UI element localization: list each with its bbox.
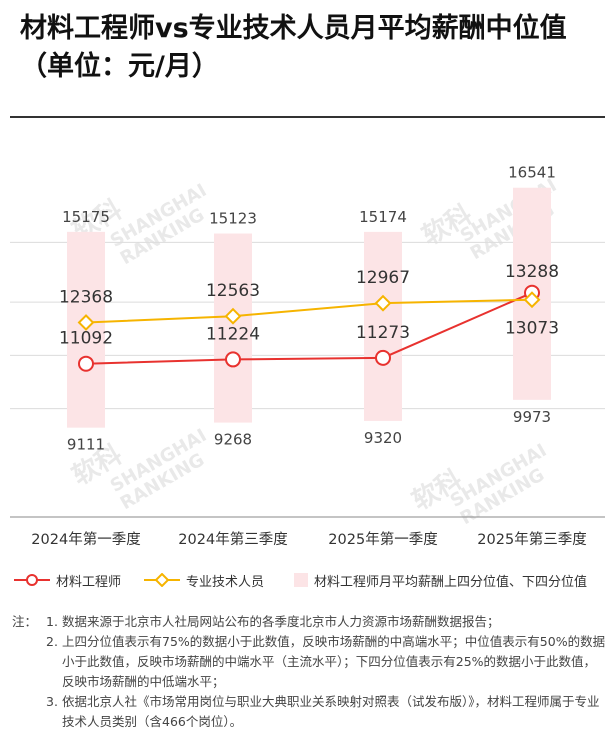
data-point [374,294,392,312]
data-label: 13288 [505,262,559,282]
footnote-item: 依据北京人社《市场常用岗位与职业大典职业关系映射对照表（试发布版）》，材料工程师… [46,692,600,729]
x-tick-label: 2024年第一季度 [31,530,140,548]
upper-quartile-label: 15175 [62,208,110,226]
data-label: 12967 [356,268,410,288]
data-label: 11273 [356,323,410,343]
legend-swatch-range [294,573,308,587]
data-point [77,314,95,331]
legend-item-s1: 材料工程师 [14,568,121,592]
legend-item-s2: 专业技术人员 [144,568,264,592]
legend-label-s1: 材料工程师 [56,574,122,590]
legend-label-s2: 专业技术人员 [186,574,265,590]
footnotes: 注： 数据来源于北京市人社局网站公布的各季度北京市人力资源市场薪酬数据报告； 上… [12,612,607,732]
title-divider [10,116,605,118]
data-label: 11092 [59,329,113,349]
legend-item-range: 材料工程师月平均薪酬上四分位值、下四分位值 [294,568,587,592]
line-chart: 15175 9111 15123 9268 15174 9320 16541 9973 1109… [10,164,605,548]
upper-quartile-label: 15123 [209,210,257,228]
data-label: 12368 [59,287,113,307]
series-line-1 [85,291,533,365]
data-point [523,291,541,309]
data-label: 12563 [206,281,260,301]
footnote-list: 数据来源于北京市人社局网站公布的各季度北京市人力资源市场薪酬数据报告； 上四分位… [12,612,607,732]
lower-quartile-label: 9973 [513,408,551,426]
data-point [375,349,391,366]
data-point [224,307,242,325]
lower-quartile-label: 9268 [214,431,252,449]
legend-marker-diamond-icon [144,573,180,587]
legend: 材料工程师 专业技术人员 材料工程师月平均薪酬上四分位值、下四分位值 [14,568,609,592]
upper-quartile-label: 16541 [508,164,556,182]
legend-marker-circle-icon [14,574,50,586]
x-tick-label: 2025年第一季度 [328,530,437,548]
quartile-range-bar [364,231,402,421]
quartile-range-bar [214,233,252,423]
data-label: 11224 [206,324,260,344]
footnote-lead: 注： [12,614,38,629]
x-tick-label: 2025年第三季度 [477,530,586,548]
footnote-item: 数据来源于北京市人社局网站公布的各季度北京市人力资源市场薪酬数据报告； [46,612,500,632]
chart-title: 材料工程师vs专业技术人员月平均薪酬中位值（单位：元/月） [20,13,567,82]
data-label: 13073 [505,319,559,339]
upper-quartile-label: 15174 [359,208,407,226]
series-line-2 [85,298,533,324]
lower-quartile-label: 9111 [67,436,105,454]
x-tick-label: 2024年第三季度 [178,530,287,548]
lower-quartile-label: 9320 [364,429,402,447]
footnote-item: 上四分位值表示有75%的数据小于此数值，反映市场薪酬的中高端水平；中位值表示有5… [46,632,606,689]
data-point [225,351,241,368]
legend-label-range: 材料工程师月平均薪酬上四分位值、下四分位值 [314,574,588,590]
data-point [78,355,94,372]
